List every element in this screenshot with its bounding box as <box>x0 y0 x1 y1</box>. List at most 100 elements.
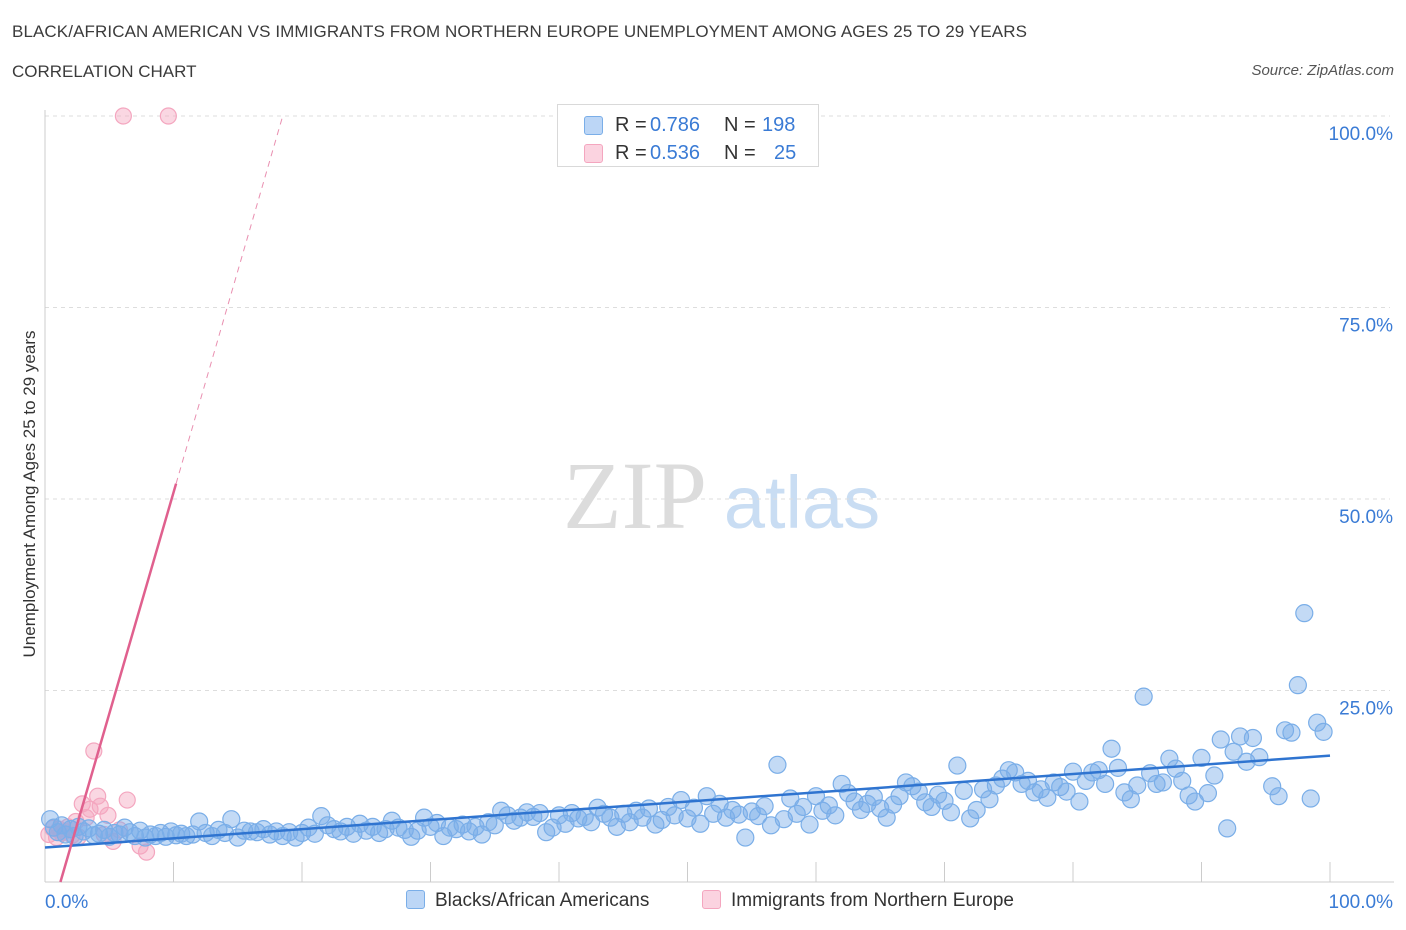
data-point-blacks <box>800 815 819 834</box>
legend-swatch-blue <box>584 116 603 135</box>
blue-points-layer <box>41 604 1333 847</box>
data-point-blacks <box>794 797 813 817</box>
data-point-blacks <box>935 791 954 810</box>
data-point-blacks <box>1269 787 1288 806</box>
data-point-blacks <box>1301 789 1320 808</box>
data-point-blacks <box>1051 777 1070 797</box>
data-point-immigrants <box>89 787 107 805</box>
data-point-blacks <box>1063 762 1083 781</box>
data-point-blacks <box>1147 774 1166 794</box>
source-label: Source: ZipAtlas.com <box>1251 62 1394 79</box>
chart-subtitle: CORRELATION CHART <box>12 62 197 81</box>
n-value: 25 <box>774 142 797 164</box>
data-point-blacks <box>768 755 787 774</box>
n-value: 198 <box>762 114 796 136</box>
data-point-blacks <box>954 781 973 800</box>
label-layer: 25.0% 50.0% 75.0% 100.0% 0.0% 100.0% <box>45 124 1393 913</box>
data-point-blacks <box>1153 773 1173 792</box>
trend-line-blacks <box>44 754 1331 849</box>
correlation-legend: R = 0.786 N = 198 R = 0.536 N = 25 <box>557 104 819 167</box>
legend-item-immigrants: Immigrants from Northern Europe <box>702 890 1014 912</box>
legend-label: Blacks/African Americans <box>435 890 650 911</box>
data-point-blacks <box>1192 748 1211 768</box>
trend-line-immigrants <box>59 483 178 883</box>
data-point-blacks <box>1295 604 1314 623</box>
data-point-blacks <box>1070 792 1089 811</box>
y-tick-label: 100.0% <box>1329 124 1394 145</box>
data-point-blacks <box>1108 758 1128 777</box>
r-value: 0.786 <box>650 114 701 136</box>
data-point-blacks <box>1044 773 1063 792</box>
grid-layer <box>45 115 1390 691</box>
data-point-blacks <box>1224 742 1243 761</box>
legend-swatch-pink <box>702 890 721 909</box>
watermark-atlas: atlas <box>724 461 880 544</box>
data-point-blacks <box>684 798 704 817</box>
data-point-blacks <box>1218 819 1237 838</box>
data-point-blacks <box>1288 676 1307 695</box>
data-point-blacks <box>382 811 402 830</box>
data-point-blacks <box>1205 766 1224 785</box>
data-point-blacks <box>1038 788 1057 807</box>
data-point-blacks <box>1134 687 1153 706</box>
data-point-blacks <box>1243 728 1263 748</box>
x-tick-label: 0.0% <box>45 892 88 913</box>
data-point-blacks <box>1250 748 1269 767</box>
data-point-blacks <box>691 814 710 833</box>
data-point-immigrants <box>114 107 132 125</box>
data-point-blacks <box>941 803 961 822</box>
data-point-blacks <box>819 796 838 815</box>
n-label: N = <box>724 114 756 136</box>
data-point-immigrants <box>137 843 156 861</box>
legend-swatch-pink <box>584 144 603 163</box>
data-point-blacks <box>537 823 556 842</box>
legend-label: Immigrants from Northern Europe <box>731 890 1014 911</box>
data-point-blacks <box>190 812 209 831</box>
trend-line-immigrants-extension <box>175 115 284 484</box>
data-point-blacks <box>1198 784 1218 803</box>
data-point-blacks <box>986 776 1006 795</box>
y-axis-title: Unemployment Among Ages 25 to 29 years <box>20 330 39 658</box>
data-point-blacks <box>1282 723 1301 742</box>
legend-item-blacks: Blacks/African Americans <box>406 890 649 912</box>
data-point-blacks <box>948 756 967 775</box>
watermark-zip: ZIP <box>563 442 707 549</box>
y-tick-label: 75.0% <box>1339 316 1393 337</box>
data-point-blacks <box>723 800 742 820</box>
data-point-blacks <box>755 797 774 816</box>
data-point-immigrants <box>99 806 117 824</box>
data-point-blacks <box>826 806 845 825</box>
data-point-immigrants <box>118 791 136 809</box>
data-point-blacks <box>1096 774 1115 794</box>
data-point-blacks <box>1128 776 1147 795</box>
data-point-blacks <box>1308 713 1327 732</box>
data-point-blacks <box>1185 792 1205 811</box>
data-point-blacks <box>1314 722 1333 741</box>
r-label: R = <box>615 142 647 164</box>
r-value: 0.536 <box>650 142 701 164</box>
x-tick-label: 100.0% <box>1329 892 1394 913</box>
data-point-blacks <box>749 807 768 826</box>
data-point-blacks <box>646 815 665 834</box>
data-point-blacks <box>832 774 851 794</box>
trend-layer <box>44 115 1331 883</box>
y-tick-label: 25.0% <box>1339 699 1393 720</box>
legend-swatch-blue <box>406 890 425 909</box>
data-point-blacks <box>1211 730 1230 749</box>
chart-title: BLACK/AFRICAN AMERICAN VS IMMIGRANTS FRO… <box>12 22 1028 41</box>
data-point-blacks <box>222 810 241 829</box>
n-label: N = <box>724 142 756 164</box>
axis-layer <box>44 110 1394 883</box>
data-point-immigrants <box>159 107 177 125</box>
y-tick-label: 50.0% <box>1339 507 1393 528</box>
r-label: R = <box>615 114 647 136</box>
data-point-blacks <box>909 782 928 801</box>
pink-points-layer <box>40 107 177 861</box>
data-point-blacks <box>787 804 806 823</box>
data-point-blacks <box>1102 739 1121 758</box>
data-point-blacks <box>312 807 331 826</box>
data-point-blacks <box>1263 777 1282 796</box>
data-point-blacks <box>736 828 755 847</box>
data-point-blacks <box>1057 782 1076 801</box>
